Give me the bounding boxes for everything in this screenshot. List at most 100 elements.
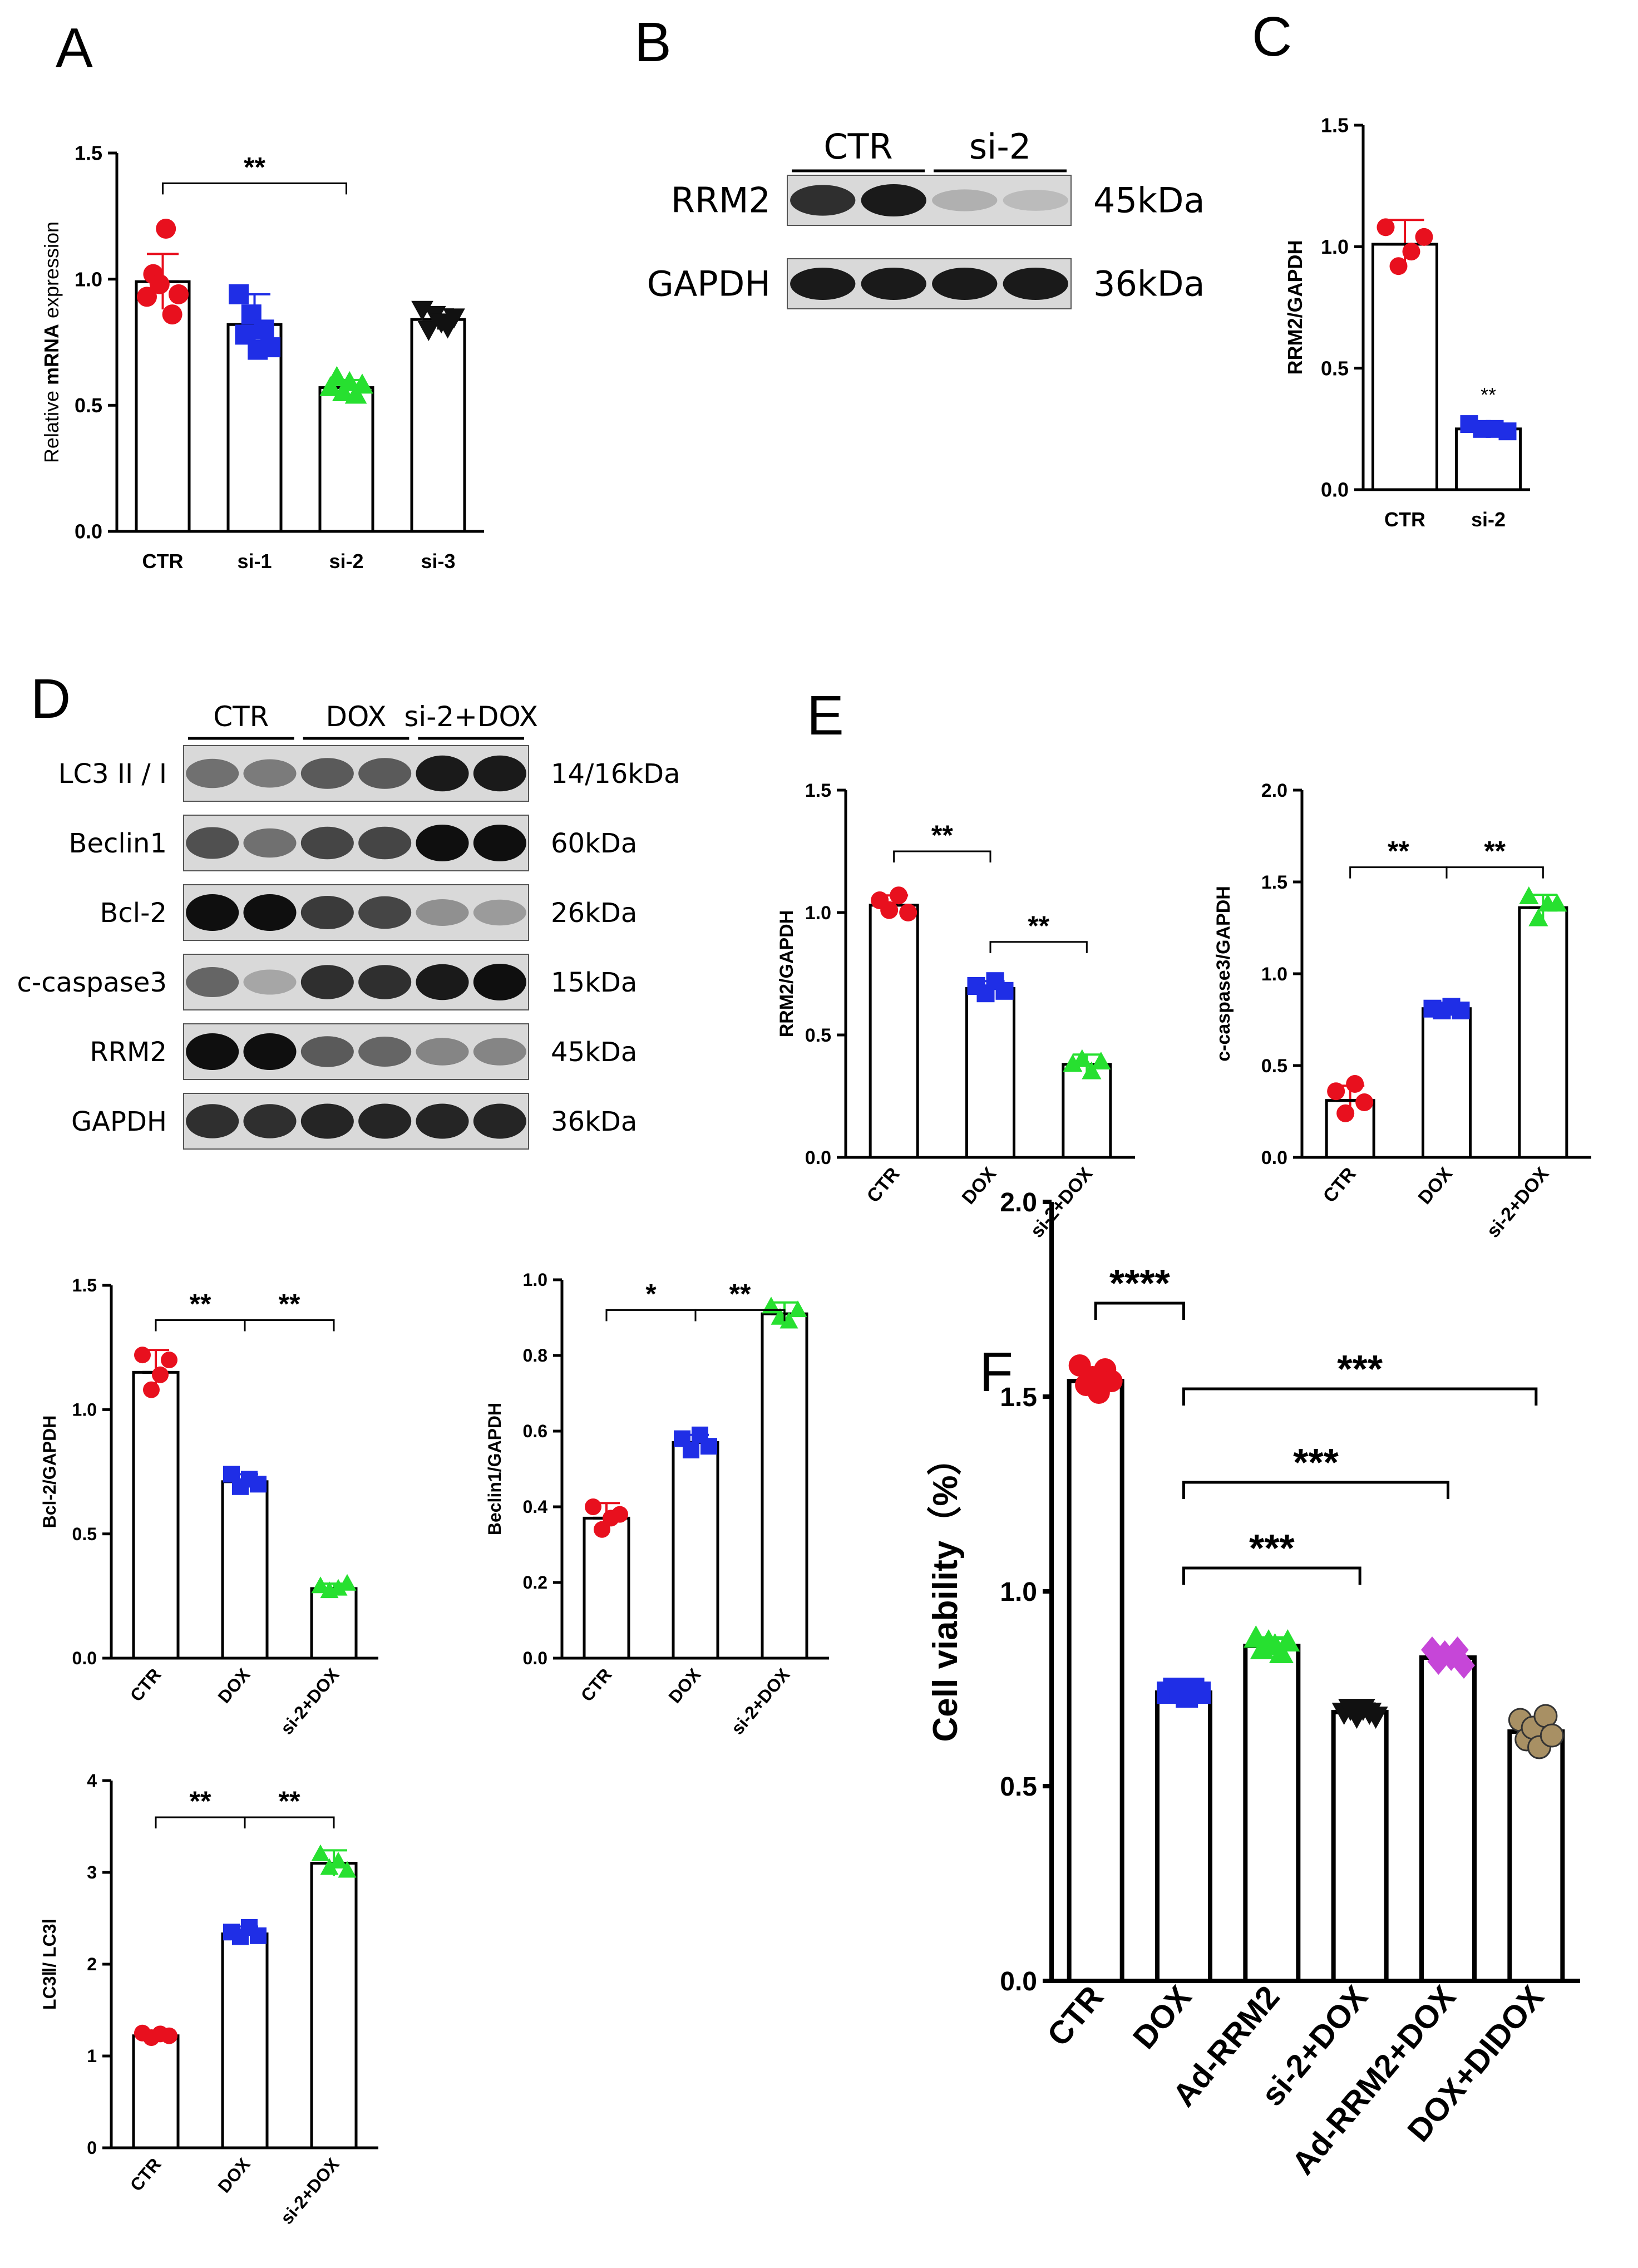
x-tick-label: CTR <box>1319 1163 1360 1207</box>
blot-row-label: Bcl-2 <box>100 898 167 929</box>
blot-band <box>1003 190 1068 211</box>
y-tick-label: 1.0 <box>1321 235 1349 258</box>
data-point <box>344 383 367 404</box>
significance-bracket: *** <box>1182 1347 1538 1406</box>
x-tick-label: DOX <box>1126 1979 1199 2055</box>
data-point <box>1453 1652 1475 1679</box>
data-point <box>683 1442 699 1458</box>
blot-band <box>186 827 239 859</box>
blot-group-label: si-2+DOX <box>404 701 538 733</box>
data-point <box>1498 422 1517 441</box>
significance-label: **** <box>1109 1261 1171 1305</box>
y-axis-label: Cell viability（%） <box>926 1441 965 1742</box>
data-point <box>332 381 354 401</box>
blot-band <box>790 267 856 300</box>
y-tick-label: 3 <box>87 1862 97 1882</box>
blot-band <box>300 826 354 860</box>
blot-band <box>243 894 297 931</box>
blot-band <box>473 964 526 1000</box>
blot-band <box>416 899 469 926</box>
data-point <box>329 1851 348 1868</box>
blot-strip <box>183 954 529 1010</box>
significance-label: *** <box>1337 1347 1383 1391</box>
data-point <box>1376 218 1395 236</box>
blot-row-label: GAPDH <box>647 264 771 304</box>
significance-bracket: ** <box>1445 836 1544 879</box>
bar <box>1062 1063 1112 1159</box>
bar <box>583 1516 630 1660</box>
blot-kda-label: 36kDa <box>1093 264 1205 304</box>
y-tick-label: 1.0 <box>72 1400 97 1420</box>
bar-chart-d-lc3: 0 1 2 3 4 LC3Ⅱ/ LC3Ⅰ CTR DOX si-2+DOX ** ** <box>40 1771 378 2228</box>
blot-band <box>932 267 998 300</box>
bar <box>1518 906 1568 1159</box>
y-tick-label: 0.8 <box>523 1345 547 1365</box>
significance-label: ** <box>1481 383 1496 406</box>
y-tick-label: 1.0 <box>75 268 102 290</box>
blot-band <box>416 964 469 1000</box>
data-point <box>1528 908 1548 926</box>
data-point <box>594 1521 610 1538</box>
significance-bracket: *** <box>1182 1526 1361 1585</box>
y-tick-label: 1.5 <box>1261 872 1287 893</box>
blot-row-label: GAPDH <box>71 1106 167 1137</box>
data-point <box>411 300 433 321</box>
data-point <box>329 1579 348 1596</box>
y-tick-label: 1.5 <box>75 142 102 165</box>
bar <box>221 1932 269 2149</box>
data-point <box>1452 1002 1470 1019</box>
blot-row-label: RRM2 <box>90 1037 167 1068</box>
y-tick-label: 0.2 <box>523 1572 547 1592</box>
data-point <box>890 886 908 905</box>
blot-band <box>300 896 354 929</box>
blot-kda-label: 36kDa <box>551 1106 637 1137</box>
data-point <box>762 1296 781 1314</box>
significance-label: ** <box>1388 836 1409 867</box>
bar <box>318 386 374 533</box>
panel-letter-b: B <box>634 11 672 73</box>
blot-band <box>473 899 526 926</box>
significance-bracket: ** <box>155 1786 246 1828</box>
y-tick-label: 0.5 <box>75 394 102 417</box>
bar <box>1155 1690 1212 1983</box>
x-tick-label: CTR <box>126 1664 165 1705</box>
data-point <box>779 1312 798 1329</box>
significance-bracket: ** <box>244 1289 335 1332</box>
data-point <box>161 2027 177 2044</box>
y-tick-label: 1.0 <box>523 1270 547 1290</box>
data-point <box>611 1506 628 1523</box>
blot-strip <box>183 1023 529 1080</box>
blot-band <box>186 1104 239 1138</box>
data-point <box>338 1861 357 1878</box>
bar-chart-e-ccaspase3: 0.0 0.5 1.0 1.5 2.0 c-caspase3/GAPDH CTR DOX si-… <box>1213 780 1591 1242</box>
blot-band <box>186 1033 239 1070</box>
blot-strip <box>183 745 529 802</box>
y-tick-label: 0.5 <box>805 1025 831 1046</box>
panel-letter-f: F <box>979 1341 1013 1403</box>
y-tick-label: 0.5 <box>72 1524 97 1544</box>
y-axis-label: RRM2/GAPDH <box>1284 240 1306 374</box>
bar-chart-d-bcl2: 0.0 0.5 1.0 1.5 Bcl-2/GAPDH CTR DOX si-2+DOX ** *… <box>40 1275 378 1738</box>
data-point <box>250 1476 267 1493</box>
bar <box>761 1312 808 1660</box>
data-point <box>338 1574 357 1591</box>
blot-band <box>243 759 297 788</box>
y-tick-label: 0.5 <box>1000 1772 1037 1802</box>
blot-band <box>473 825 526 861</box>
significance-bracket: **** <box>1094 1261 1185 1320</box>
data-point <box>1327 1082 1345 1101</box>
y-tick-label: 4 <box>87 1771 97 1791</box>
blot-band <box>300 758 354 789</box>
data-point <box>320 1858 339 1875</box>
data-point <box>443 308 465 329</box>
data-point <box>1082 1061 1102 1079</box>
x-tick-label: si-2+DOX <box>1482 1163 1553 1241</box>
y-tick-label: 0.0 <box>523 1648 547 1668</box>
blot-band <box>861 184 926 217</box>
blot-kda-label: 14/16kDa <box>551 758 680 790</box>
bar-chart-d-beclin1: 0.0 0.2 0.4 0.6 0.8 1.0 Beclin1/GAPDH CTR DOX si-… <box>485 1270 829 1738</box>
y-tick-label: 0.0 <box>1261 1147 1287 1168</box>
y-tick-label: 0.6 <box>523 1421 547 1441</box>
significance-label: ** <box>1028 910 1049 941</box>
